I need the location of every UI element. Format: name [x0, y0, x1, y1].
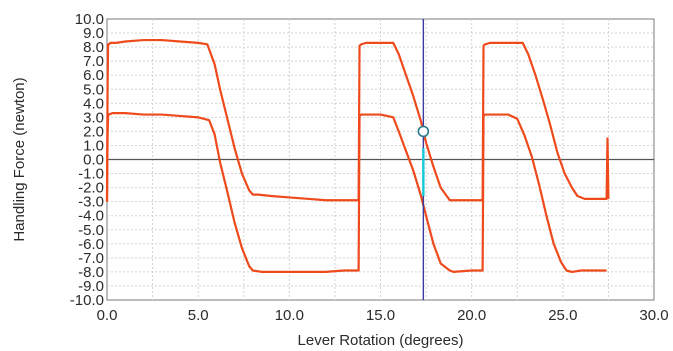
- x-tick-label: 5.0: [188, 307, 209, 324]
- y-tick-label: 5.0: [83, 81, 104, 98]
- y-tick-label: -8.0: [78, 264, 104, 281]
- y-tick-label: -2.0: [78, 180, 104, 197]
- y-tick-label: -5.0: [78, 222, 104, 239]
- cursor-marker-icon[interactable]: [417, 125, 430, 138]
- series-line-2: [105, 112, 607, 273]
- series-line-1: [105, 38, 610, 202]
- y-tick-label: 7.0: [83, 53, 104, 70]
- y-tick-label: 8.0: [83, 39, 104, 56]
- y-tick-label: 4.0: [83, 95, 104, 112]
- x-tick-label: 20.0: [457, 307, 486, 324]
- y-tick-label: 9.0: [83, 25, 104, 42]
- y-tick-label: 0.0: [83, 152, 104, 169]
- y-tick-label: -4.0: [78, 208, 104, 225]
- x-tick-label: 30.0: [639, 307, 668, 324]
- y-axis-title: Handling Force (newton): [11, 77, 28, 241]
- x-axis-title: Lever Rotation (degrees): [298, 332, 464, 349]
- x-tick-label: 0.0: [97, 307, 118, 324]
- y-tick-label: -1.0: [78, 166, 104, 183]
- y-tick-label: -9.0: [78, 278, 104, 295]
- y-tick-label: -3.0: [78, 194, 104, 211]
- series-layer: [105, 38, 610, 273]
- tick-labels: 10.09.08.07.06.05.04.03.02.01.00.0-1.0-2…: [70, 11, 669, 324]
- y-tick-label: 6.0: [83, 67, 104, 84]
- x-tick-label: 25.0: [548, 307, 577, 324]
- x-tick-label: 10.0: [275, 307, 304, 324]
- y-tick-label: 1.0: [83, 137, 104, 154]
- y-tick-label: -7.0: [78, 250, 104, 267]
- y-tick-label: 2.0: [83, 123, 104, 140]
- x-tick-label: 15.0: [366, 307, 395, 324]
- y-tick-label: -6.0: [78, 236, 104, 253]
- y-tick-label: 3.0: [83, 109, 104, 126]
- y-tick-label: 10.0: [75, 11, 104, 28]
- y-tick-label: -10.0: [70, 292, 104, 309]
